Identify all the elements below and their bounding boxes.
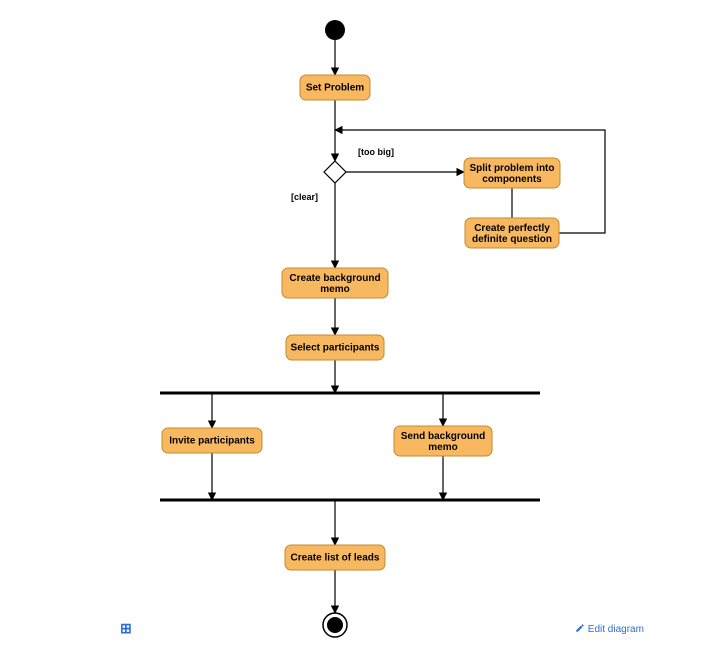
start-node bbox=[325, 20, 345, 40]
flowchart-svg: Set ProblemCreate backgroundmemoSelect p… bbox=[0, 0, 705, 653]
edit-diagram-label: Edit diagram bbox=[588, 624, 644, 635]
svg-text:Create list of leads: Create list of leads bbox=[291, 553, 380, 564]
svg-text:components: components bbox=[482, 174, 542, 185]
edit-diagram-link[interactable]: Edit diagram bbox=[575, 623, 644, 635]
svg-text:Select participants: Select participants bbox=[291, 343, 380, 354]
svg-text:definite question: definite question bbox=[472, 234, 552, 245]
svg-text:Create perfectly: Create perfectly bbox=[474, 223, 550, 234]
svg-text:Send background: Send background bbox=[401, 431, 485, 442]
svg-text:Create background: Create background bbox=[289, 273, 380, 284]
svg-text:[too big]: [too big] bbox=[358, 147, 394, 157]
svg-text:memo: memo bbox=[428, 442, 457, 453]
puzzle-icon: ⊞ bbox=[120, 620, 132, 637]
svg-text:[clear]: [clear] bbox=[291, 192, 318, 202]
svg-text:memo: memo bbox=[320, 284, 349, 295]
svg-text:Set Problem: Set Problem bbox=[306, 83, 364, 94]
pencil-icon bbox=[575, 623, 585, 633]
svg-text:Invite participants: Invite participants bbox=[169, 436, 255, 447]
end-node-dot bbox=[327, 617, 343, 633]
svg-text:Split problem into: Split problem into bbox=[470, 163, 555, 174]
decision-diamond bbox=[324, 161, 346, 183]
